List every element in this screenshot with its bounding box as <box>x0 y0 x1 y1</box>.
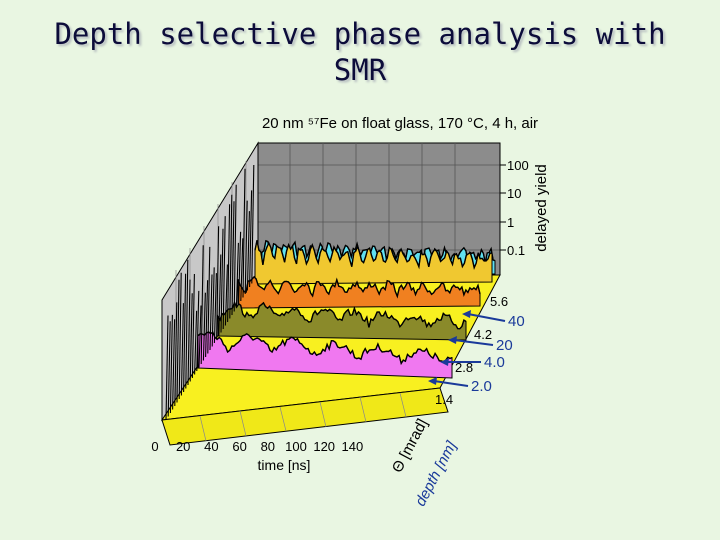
noise-spike <box>178 272 182 400</box>
yield-axis-label: delayed yield <box>533 164 550 252</box>
depth-arrow-head <box>428 377 437 385</box>
noise-spike <box>198 305 202 368</box>
theta-axis-label: Θ [mrad] <box>389 416 431 476</box>
yield-tick-label: 0.1 <box>507 243 525 258</box>
noise-spike <box>233 184 237 312</box>
depth-arrow-head <box>440 358 449 366</box>
depth-tick-label: 4.0 <box>484 354 505 371</box>
noise-spike <box>200 245 204 365</box>
noise-spike <box>231 201 235 316</box>
slide-title-line-1: Depth selective phase analysis with <box>54 17 666 51</box>
slide-title: Depth selective phase analysis with SMR <box>0 16 720 88</box>
theta-tick-label: 2.8 <box>455 360 473 375</box>
depth-axis-label: depth [nm] <box>412 438 461 509</box>
time-tick-label: 40 <box>204 439 218 454</box>
chart-title: 20 nm ⁵⁷Fe on float glass, 170 °C, 4 h, … <box>262 115 538 132</box>
noise-spike <box>240 238 244 302</box>
yield-tick-label: 100 <box>507 158 529 173</box>
spectra-layers <box>165 164 496 421</box>
noise-spike <box>167 321 171 417</box>
noise-spike <box>220 228 224 333</box>
spectrum-layer-4-trace <box>254 240 493 270</box>
noise-spike <box>187 279 191 386</box>
depth-tick-label: 2.0 <box>471 378 492 395</box>
noise-spike <box>222 216 226 330</box>
front-floor-grid <box>199 392 407 442</box>
time-tick-label: 100 <box>285 439 307 454</box>
depth-arrow-head <box>462 310 471 318</box>
theta-tick-label: 1.4 <box>435 392 453 407</box>
noise-spike <box>235 242 239 309</box>
noise-spike <box>209 274 213 351</box>
depth-tick-label: 40 <box>508 313 525 330</box>
slide-title-line-2: SMR <box>333 53 387 87</box>
noise-spike <box>176 279 180 403</box>
noise-spike <box>189 293 193 382</box>
depth-arrow <box>453 339 494 346</box>
noise-spike <box>213 273 217 344</box>
time-tick-label: 140 <box>342 439 364 454</box>
noise-spike <box>196 290 200 372</box>
noise-spike <box>251 164 255 284</box>
noise-spike <box>165 315 169 421</box>
time-tick-label: 60 <box>232 439 246 454</box>
spectrum-layer-2-trace <box>217 300 467 330</box>
theta-tick-label: 5.6 <box>490 294 508 309</box>
spectrum-layer-1-trace <box>197 331 453 366</box>
time-axis-ticks: 0 20 40 60 80 100 120 140 <box>151 439 363 454</box>
noise-spike <box>194 310 198 375</box>
noise-spike <box>218 254 222 337</box>
noise-spike <box>227 204 231 323</box>
time-tick-label: 20 <box>176 439 190 454</box>
noise-spike <box>216 226 220 340</box>
noise-spike <box>244 200 248 295</box>
depth-arrow <box>467 313 506 322</box>
noise-spike <box>246 211 250 291</box>
noise-spike <box>191 273 195 379</box>
theta-tick-label: 4.2 <box>474 327 492 342</box>
depth-tick-label: 20 <box>496 337 513 354</box>
noise-spike <box>242 168 246 298</box>
yield-tick-label: 10 <box>507 186 521 201</box>
theta-axis-ticks: 5.6 4.2 2.8 1.4 <box>435 294 508 407</box>
noise-spike <box>205 280 209 358</box>
noise-spike <box>238 231 242 305</box>
time-tick-label: 80 <box>261 439 275 454</box>
depth-arrow <box>433 380 469 387</box>
noise-spike <box>249 190 253 288</box>
noise-spike <box>224 264 228 326</box>
noise-spike <box>185 259 189 389</box>
depth-axis-ticks: 40 204.0 2.0 <box>428 310 525 395</box>
front-floor-slab <box>161 387 449 446</box>
noise-spike <box>180 303 184 396</box>
noise-spike <box>202 292 206 361</box>
time-axis-label: time [ns] <box>258 457 311 473</box>
time-tick-label: 120 <box>313 439 335 454</box>
noise-spike <box>207 246 211 354</box>
depth-arrow-head <box>448 336 457 344</box>
noise-spike <box>169 314 173 414</box>
noise-spike <box>183 273 187 393</box>
yield-tick-label: 1 <box>507 215 514 230</box>
yield-axis-ticks: 0.1 1 10 100 <box>500 158 529 258</box>
noise-spike <box>211 267 215 347</box>
noise-spike <box>229 194 233 319</box>
noise-spike <box>172 319 176 410</box>
time-tick-label: 0 <box>151 439 158 454</box>
noise-spike <box>174 302 178 407</box>
spectrum-layer-3-trace <box>237 275 481 299</box>
